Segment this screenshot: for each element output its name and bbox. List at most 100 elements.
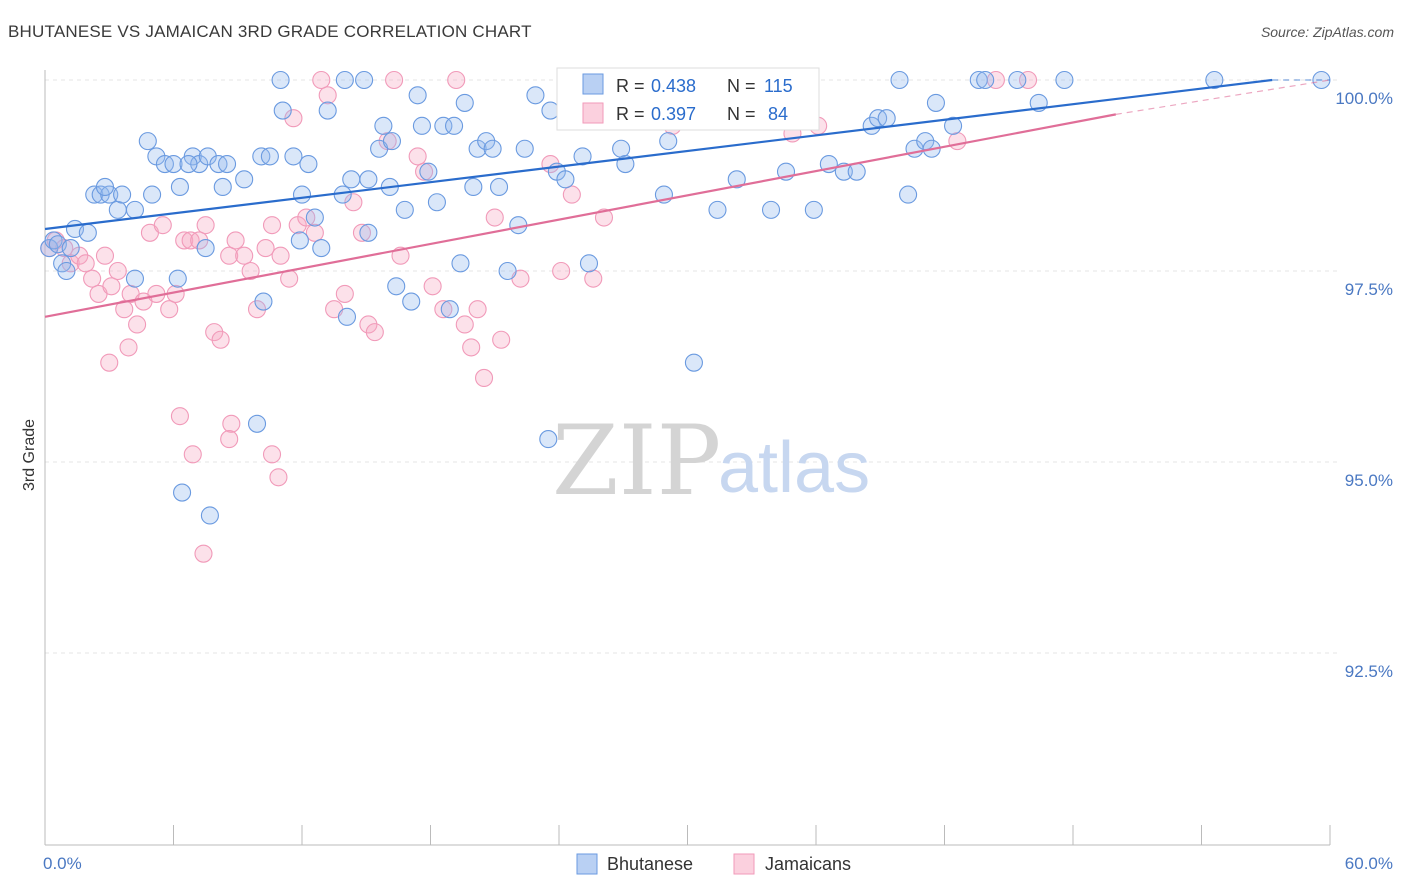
watermark-atlas: atlas bbox=[718, 428, 870, 508]
bhutanese-point-47 bbox=[402, 292, 421, 311]
jamaicans-point-6 bbox=[83, 269, 102, 288]
bhutanese-point-75 bbox=[708, 200, 727, 219]
bhutanese-point-109 bbox=[337, 307, 357, 326]
bhutanese-point-115 bbox=[359, 223, 378, 242]
bhutanese-point-102 bbox=[179, 154, 198, 174]
jamaicans-point-51 bbox=[423, 277, 442, 296]
bottom-legend-bhutanese: Bhutanese bbox=[607, 854, 693, 874]
bhutanese-point-55 bbox=[455, 93, 474, 112]
legend-n-value-blue: 115 bbox=[764, 76, 793, 96]
jamaicans-point-75 bbox=[170, 407, 189, 426]
bhutanese-point-86 bbox=[877, 109, 896, 128]
jamaicans-point-56 bbox=[468, 300, 487, 319]
bhutanese-point-14 bbox=[125, 200, 144, 219]
bhutanese-point-26 bbox=[235, 170, 254, 189]
jamaicans-trend-line bbox=[44, 113, 1117, 318]
jamaicans-point-62 bbox=[552, 261, 571, 281]
jamaicans-point-13 bbox=[128, 315, 147, 334]
legend-swatch-pink bbox=[582, 102, 604, 124]
bhutanese-point-117 bbox=[579, 254, 599, 273]
bhutanese-point-36 bbox=[318, 101, 337, 120]
bhutanese-point-105 bbox=[196, 239, 215, 258]
jamaicans-point-33 bbox=[271, 246, 290, 265]
bhutanese-point-56 bbox=[464, 177, 483, 197]
bhutanese-point-108 bbox=[684, 353, 703, 372]
bhutanese-point-114 bbox=[125, 269, 144, 288]
jamaicans-point-38 bbox=[312, 70, 331, 90]
bhutanese-point-59 bbox=[483, 139, 502, 158]
jamaicans-point-8 bbox=[95, 246, 115, 265]
bottom-legend-swatch-jamaicans bbox=[733, 853, 755, 875]
bhutanese-point-16 bbox=[143, 185, 162, 204]
legend-swatch-blue bbox=[582, 73, 604, 95]
bhutanese-point-63 bbox=[515, 139, 534, 158]
bhutanese-point-39 bbox=[342, 170, 361, 189]
jamaicans-point-22 bbox=[190, 231, 209, 250]
jamaicans-point-57 bbox=[474, 368, 494, 388]
legend-n-label-pink: N = bbox=[727, 104, 756, 124]
bhutanese-point-33 bbox=[299, 154, 318, 174]
bhutanese-point-104 bbox=[254, 292, 273, 311]
bhutanese-point-107 bbox=[387, 277, 406, 296]
bhutanese-point-83 bbox=[847, 162, 866, 181]
jamaicans-point-26 bbox=[220, 246, 239, 265]
jamaicans-point-23 bbox=[196, 216, 215, 235]
bhutanese-point-7 bbox=[78, 223, 97, 242]
bhutanese-point-4 bbox=[57, 261, 76, 281]
jamaicans-point-29 bbox=[241, 261, 260, 281]
chart-title: BHUTANESE VS JAMAICAN 3RD GRADE CORRELAT… bbox=[8, 22, 532, 41]
legend-r-value-blue: 0.438 bbox=[651, 76, 696, 96]
bhutanese-point-61 bbox=[498, 261, 517, 281]
bhutanese-point-46 bbox=[395, 200, 414, 219]
jamaicans-point-58 bbox=[485, 208, 504, 227]
bhutanese-point-101 bbox=[213, 177, 232, 197]
y-tick-label-3: 92.5% bbox=[1345, 662, 1393, 681]
jamaicans-point-45 bbox=[365, 323, 384, 342]
bhutanese-point-106 bbox=[168, 269, 187, 288]
jamaicans-point-32 bbox=[262, 216, 282, 235]
jamaicans-point-47 bbox=[385, 70, 404, 90]
jamaicans-point-74 bbox=[100, 353, 119, 372]
chart-source: Source: ZipAtlas.com bbox=[1260, 24, 1394, 40]
bhutanese-point-95 bbox=[976, 70, 995, 90]
bhutanese-point-103 bbox=[290, 231, 309, 250]
bhutanese-point-73 bbox=[659, 132, 678, 151]
bhutanese-point-45 bbox=[382, 132, 402, 151]
axes bbox=[44, 70, 1331, 846]
bhutanese-point-49 bbox=[412, 116, 431, 135]
bhutanese-point-53 bbox=[445, 116, 464, 135]
jamaicans-point-76 bbox=[183, 445, 202, 464]
jamaicans-point-82 bbox=[284, 109, 303, 128]
jamaicans-point-28 bbox=[235, 246, 254, 265]
bhutanese-point-29 bbox=[271, 70, 290, 90]
watermark-zip: ZIP bbox=[552, 405, 721, 517]
jamaicans-point-24 bbox=[205, 323, 224, 342]
jamaicans-point-17 bbox=[153, 216, 172, 235]
jamaicans-point-31 bbox=[256, 239, 275, 258]
bhutanese-point-41 bbox=[359, 170, 378, 189]
bhutanese-point-15 bbox=[138, 132, 157, 151]
jamaicans-point-59 bbox=[492, 330, 511, 349]
bhutanese-point-31 bbox=[284, 147, 303, 166]
jamaicans-point-65 bbox=[594, 208, 614, 227]
bhutanese-point-111 bbox=[539, 430, 558, 449]
jamaicans-point-80 bbox=[269, 468, 288, 487]
bhutanese-point-25 bbox=[217, 154, 237, 174]
bhutanese-point-92 bbox=[944, 116, 963, 135]
bhutanese-point-32 bbox=[292, 185, 312, 204]
bhutanese-point-43 bbox=[374, 116, 393, 135]
bhutanese-point-93 bbox=[899, 185, 918, 204]
bhutanese-point-112 bbox=[173, 483, 192, 502]
x-tick-label-1: 60.0% bbox=[1345, 854, 1393, 873]
jamaicans-point-50 bbox=[415, 162, 434, 181]
bottom-legend-jamaicans: Jamaicans bbox=[765, 854, 851, 874]
bhutanese-point-113 bbox=[200, 506, 219, 525]
bhutanese-point-48 bbox=[408, 86, 427, 105]
bhutanese-point-28 bbox=[260, 147, 279, 166]
series-legend: Bhutanese Jamaicans bbox=[576, 853, 851, 875]
correlation-legend: R = 0.438 N = 115 R = 0.397 N = 84 bbox=[556, 67, 820, 131]
jamaicans-point-44 bbox=[359, 315, 378, 334]
bhutanese-point-110 bbox=[247, 414, 267, 433]
jamaicans-point-27 bbox=[226, 231, 245, 250]
